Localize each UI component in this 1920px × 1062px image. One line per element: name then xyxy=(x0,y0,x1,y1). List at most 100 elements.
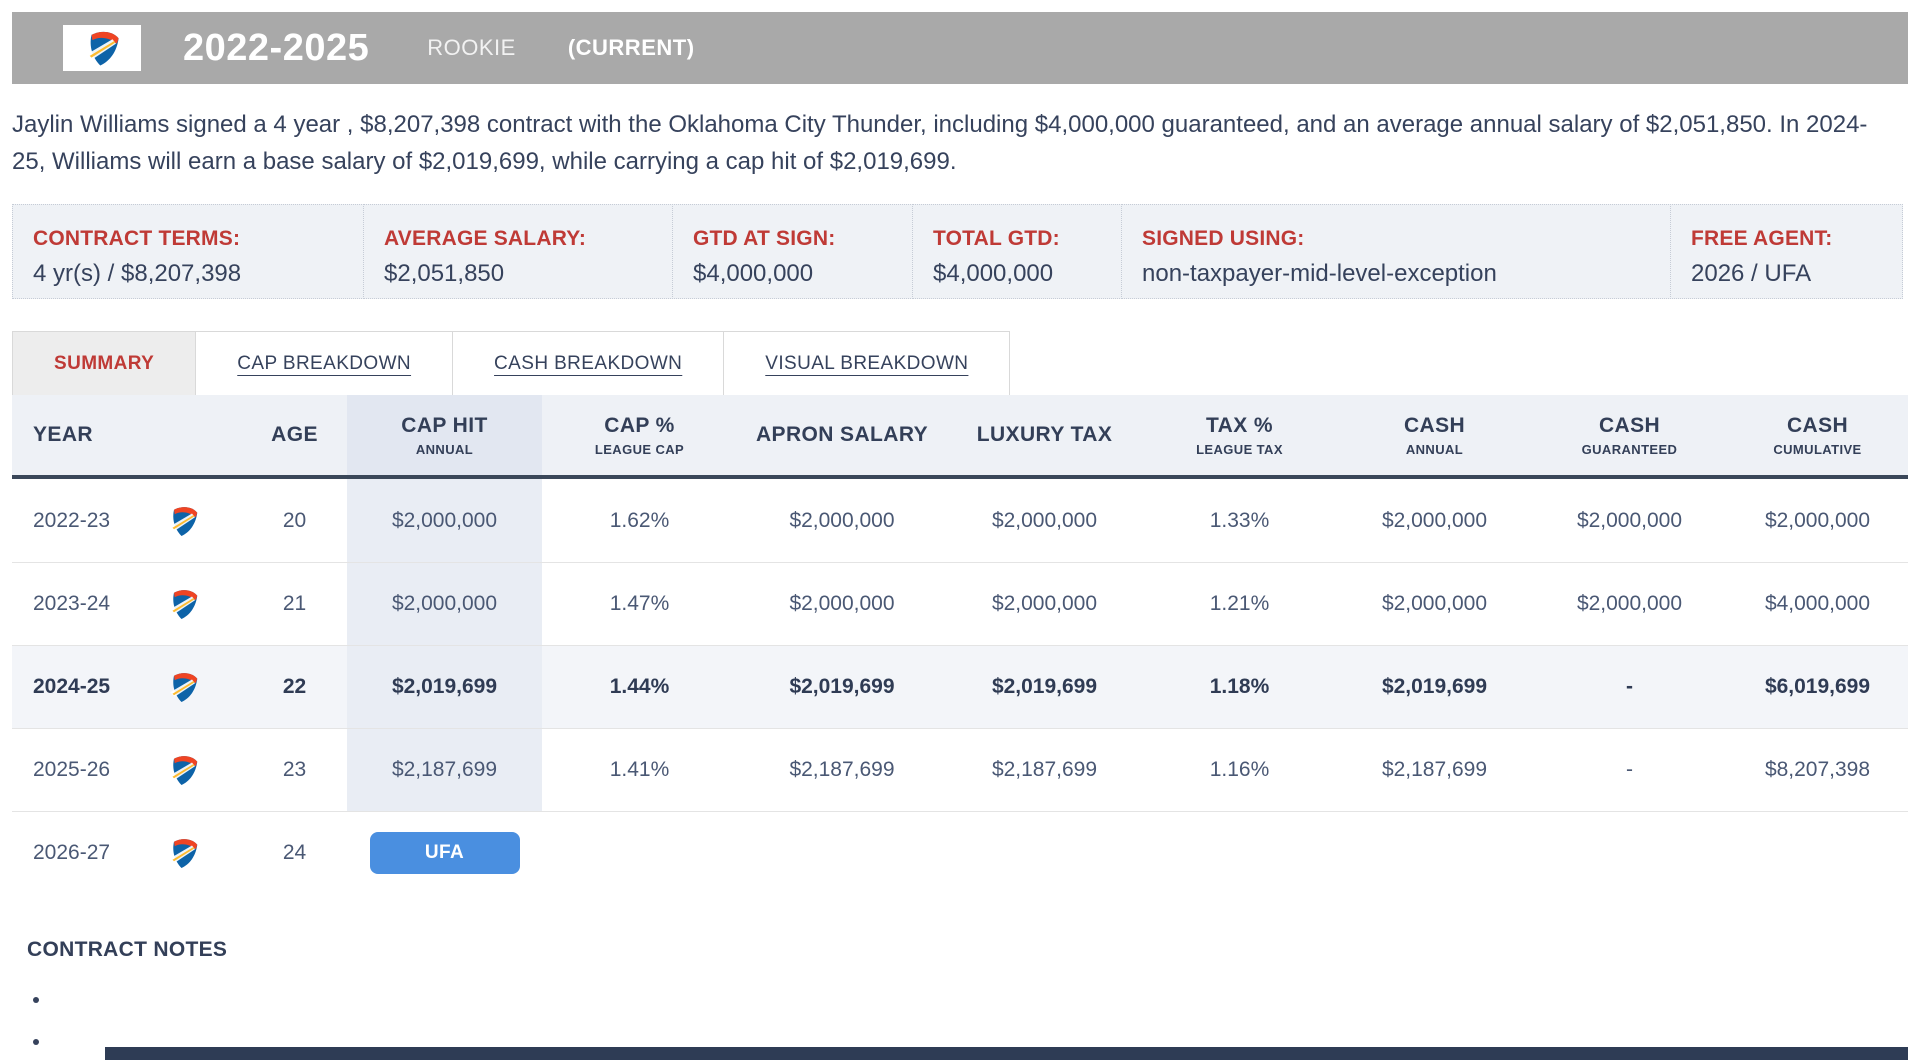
term-value: 4 yr(s) / $8,207,398 xyxy=(33,260,242,287)
term-label: SIGNED USING: xyxy=(1142,227,1305,250)
cap-pct-cell: 1.41% xyxy=(609,758,670,781)
tab-label: CASH BREAKDOWN xyxy=(494,352,683,374)
age-cell: 21 xyxy=(282,592,307,615)
year-cell: 2026-27 xyxy=(33,841,111,864)
term-box-3: GTD AT SIGN: $4,000,000 xyxy=(672,204,913,299)
term-box-6: FREE AGENT: 2026 / UFA xyxy=(1670,204,1903,299)
term-box-5: SIGNED USING: non-taxpayer-mid-level-exc… xyxy=(1121,204,1671,299)
term-value: 2026 / UFA xyxy=(1691,260,1812,287)
column-header: AGE xyxy=(242,395,347,475)
table-row: 2025-26 23 $2,187,699 1.41% $2,187,699 $… xyxy=(12,728,1908,811)
table-row: 2023-24 21 $2,000,000 1.47% $2,000,000 $… xyxy=(12,562,1908,645)
tax-pct-cell: 1.33% xyxy=(1209,508,1270,532)
term-value: $4,000,000 xyxy=(693,260,814,287)
contract-years-title: 2022-2025 xyxy=(183,26,370,69)
term-label: CONTRACT TERMS: xyxy=(33,227,241,250)
cap-pct-cell: 1.44% xyxy=(609,675,670,698)
cap-hit-cell: $2,187,699 xyxy=(347,729,542,811)
apron-salary-cell: $2,187,699 xyxy=(789,758,895,781)
age-cell: 22 xyxy=(282,675,307,698)
year-cell: 2024-25 xyxy=(33,675,111,698)
tab-label: CAP BREAKDOWN xyxy=(237,352,412,374)
column-title: CAP HIT xyxy=(401,413,488,437)
column-subtitle: LEAGUE CAP xyxy=(594,441,685,457)
okc-thunder-logo-icon xyxy=(165,835,201,871)
column-title: CASH xyxy=(1786,413,1849,437)
cash-cumulative-cell: $6,019,699 xyxy=(1764,675,1871,698)
tab-cap-breakdown[interactable]: CAP BREAKDOWN xyxy=(195,331,454,395)
ufa-button[interactable]: UFA xyxy=(369,832,520,874)
column-title: LUXURY TAX xyxy=(976,423,1113,446)
cash-cumulative-cell: $8,207,398 xyxy=(1764,758,1871,781)
tab-label: SUMMARY xyxy=(54,352,155,374)
column-header: APRON SALARY xyxy=(737,395,947,475)
okc-thunder-logo-icon xyxy=(165,669,201,705)
term-value: $2,051,850 xyxy=(384,260,505,287)
apron-salary-cell: $2,019,699 xyxy=(789,675,895,698)
column-header: CAP HIT ANNUAL xyxy=(347,395,542,475)
year-cell: 2023-24 xyxy=(33,592,111,615)
cash-guaranteed-cell: $2,000,000 xyxy=(1576,592,1683,615)
next-section-bar xyxy=(105,1047,1908,1060)
year-cell: 2025-26 xyxy=(33,758,111,781)
contract-terms-row: CONTRACT TERMS: 4 yr(s) / $8,207,398 AVE… xyxy=(12,204,1908,299)
okc-thunder-logo-icon xyxy=(165,503,201,539)
luxury-tax-cell: $2,000,000 xyxy=(991,592,1098,615)
term-value: non-taxpayer-mid-level-exception xyxy=(1142,260,1497,287)
luxury-tax-cell: $2,187,699 xyxy=(991,758,1098,781)
contract-page: 2022-2025 ROOKIE (CURRENT) Jaylin Willia… xyxy=(12,12,1908,1062)
contract-notes-title: CONTRACT NOTES xyxy=(27,938,228,961)
term-label: AVERAGE SALARY: xyxy=(384,227,587,250)
age-cell: 23 xyxy=(282,758,307,781)
column-title: AGE xyxy=(271,423,318,446)
tab-summary[interactable]: SUMMARY xyxy=(12,331,197,395)
table-row: 2024-25 22 $2,019,699 1.44% $2,019,699 $… xyxy=(12,645,1908,728)
tab-cash-breakdown[interactable]: CASH BREAKDOWN xyxy=(452,331,725,395)
contract-status-label: (CURRENT) xyxy=(567,35,695,60)
contract-title-bar: 2022-2025 ROOKIE (CURRENT) xyxy=(12,12,1908,84)
year-cell: 2022-23 xyxy=(33,508,111,532)
column-subtitle: GUARANTEED xyxy=(1581,441,1678,457)
table-header-row: YEAR AGE CAP HIT ANNUAL CAP % LEAGUE CAP… xyxy=(12,395,1908,479)
column-subtitle: ANNUAL xyxy=(1405,441,1464,457)
column-header: LUXURY TAX xyxy=(947,395,1142,475)
table-row: 2026-27 24 UFA xyxy=(12,811,1908,894)
term-box-1: CONTRACT TERMS: 4 yr(s) / $8,207,398 xyxy=(12,204,364,299)
cash-cumulative-cell: $4,000,000 xyxy=(1764,592,1871,615)
tax-pct-cell: 1.16% xyxy=(1209,758,1270,781)
apron-salary-cell: $2,000,000 xyxy=(789,592,895,615)
age-cell: 24 xyxy=(282,841,307,864)
cash-guaranteed-cell: $2,000,000 xyxy=(1576,508,1683,532)
cash-cumulative-cell: $2,000,000 xyxy=(1764,508,1871,532)
column-title: APRON SALARY xyxy=(755,423,929,446)
tab-label: VISUAL BREAKDOWN xyxy=(765,352,969,374)
contract-notes: CONTRACT NOTES xyxy=(12,938,1908,1062)
cash-guaranteed-cell: - xyxy=(1626,675,1633,698)
tax-pct-cell: 1.18% xyxy=(1209,675,1270,698)
column-header: CASH CUMULATIVE xyxy=(1727,395,1908,475)
cash-annual-cell: $2,187,699 xyxy=(1381,758,1488,781)
column-title: TAX % xyxy=(1206,413,1273,437)
contract-summary-text: Jaylin Williams signed a 4 year , $8,207… xyxy=(12,111,1868,175)
column-subtitle: LEAGUE TAX xyxy=(1196,441,1283,457)
table-row: 2022-23 20 $2,000,000 1.62% $2,000,000 $… xyxy=(12,479,1908,562)
cap-hit-cell: $2,019,699 xyxy=(347,646,542,728)
tab-visual-breakdown[interactable]: VISUAL BREAKDOWN xyxy=(723,331,1011,395)
salary-table: YEAR AGE CAP HIT ANNUAL CAP % LEAGUE CAP… xyxy=(12,395,1908,894)
column-title: CASH xyxy=(1598,413,1661,437)
okc-thunder-logo-icon xyxy=(165,752,201,788)
cap-hit-cell: $2,000,000 xyxy=(347,479,542,562)
okc-thunder-logo-icon xyxy=(81,27,123,69)
term-box-2: AVERAGE SALARY: $2,051,850 xyxy=(363,204,673,299)
cap-hit-cell: UFA xyxy=(347,812,542,894)
cap-pct-cell: 1.62% xyxy=(609,508,670,532)
cash-annual-cell: $2,019,699 xyxy=(1381,675,1488,698)
luxury-tax-cell: $2,019,699 xyxy=(991,675,1098,698)
cap-hit-cell: $2,000,000 xyxy=(347,563,542,645)
column-header: TAX % LEAGUE TAX xyxy=(1142,395,1337,475)
column-header: CASH GUARANTEED xyxy=(1532,395,1727,475)
breakdown-tabs: SUMMARY CAP BREAKDOWN CASH BREAKDOWN VIS… xyxy=(12,331,1011,395)
apron-salary-cell: $2,000,000 xyxy=(789,508,895,532)
cash-annual-cell: $2,000,000 xyxy=(1381,592,1488,615)
column-subtitle: CUMULATIVE xyxy=(1773,441,1862,457)
